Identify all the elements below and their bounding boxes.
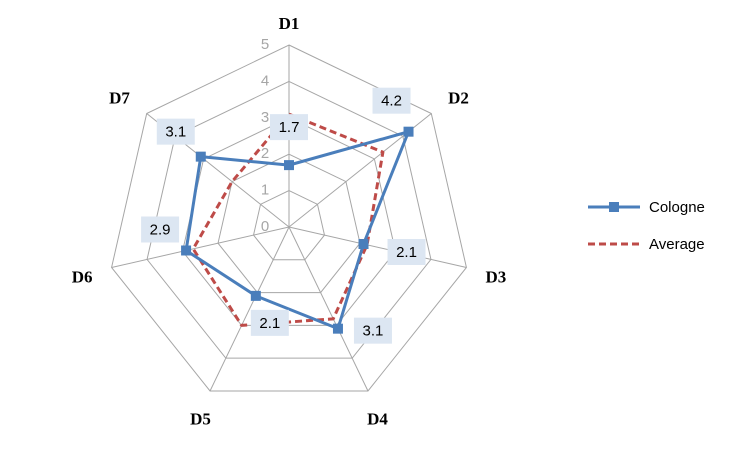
legend-marker <box>609 202 619 212</box>
data-label: 1.7 <box>279 119 300 136</box>
grid-ring <box>217 153 361 294</box>
marker <box>284 160 294 171</box>
grid-ring <box>111 44 467 392</box>
data-label: 3.1 <box>165 124 186 141</box>
tick-label: 3 <box>261 109 269 126</box>
category-label: D6 <box>72 267 93 286</box>
marker <box>403 126 414 137</box>
grid-ring <box>252 190 326 261</box>
grid-ring <box>146 80 432 359</box>
data-label: 2.9 <box>150 221 171 238</box>
category-label: D4 <box>367 410 388 429</box>
data-label: 4.2 <box>381 93 402 110</box>
spoke <box>209 226 290 392</box>
data-label-bg <box>353 317 392 344</box>
tick-label: 0 <box>261 218 269 235</box>
spoke <box>111 226 290 268</box>
marker <box>181 245 192 256</box>
category-label: D3 <box>485 267 506 286</box>
marker <box>358 239 369 250</box>
legend-label: Cologne <box>649 199 705 216</box>
series-line <box>184 130 411 331</box>
marker <box>332 323 343 334</box>
data-label-bg <box>270 114 308 141</box>
legend-label: Average <box>649 236 705 253</box>
spoke <box>288 226 467 268</box>
tick-label: 1 <box>261 182 269 199</box>
tick-label: 5 <box>261 36 269 53</box>
data-label: 2.1 <box>396 244 417 261</box>
tick-label: 4 <box>261 72 269 89</box>
data-label-bg <box>141 216 180 243</box>
category-label: D5 <box>190 410 211 429</box>
marker <box>250 290 261 301</box>
category-label: D2 <box>448 89 469 108</box>
marker <box>195 151 206 162</box>
data-label: 2.1 <box>259 315 280 332</box>
data-label-bg <box>387 239 426 266</box>
data-label-bg <box>250 309 289 336</box>
spoke <box>288 226 369 392</box>
data-label: 3.1 <box>363 323 384 340</box>
category-label: D7 <box>109 89 130 108</box>
data-label-bg <box>372 87 411 114</box>
data-label-bg <box>156 118 195 145</box>
tick-label: 2 <box>261 145 269 162</box>
category-label: D1 <box>279 14 300 33</box>
